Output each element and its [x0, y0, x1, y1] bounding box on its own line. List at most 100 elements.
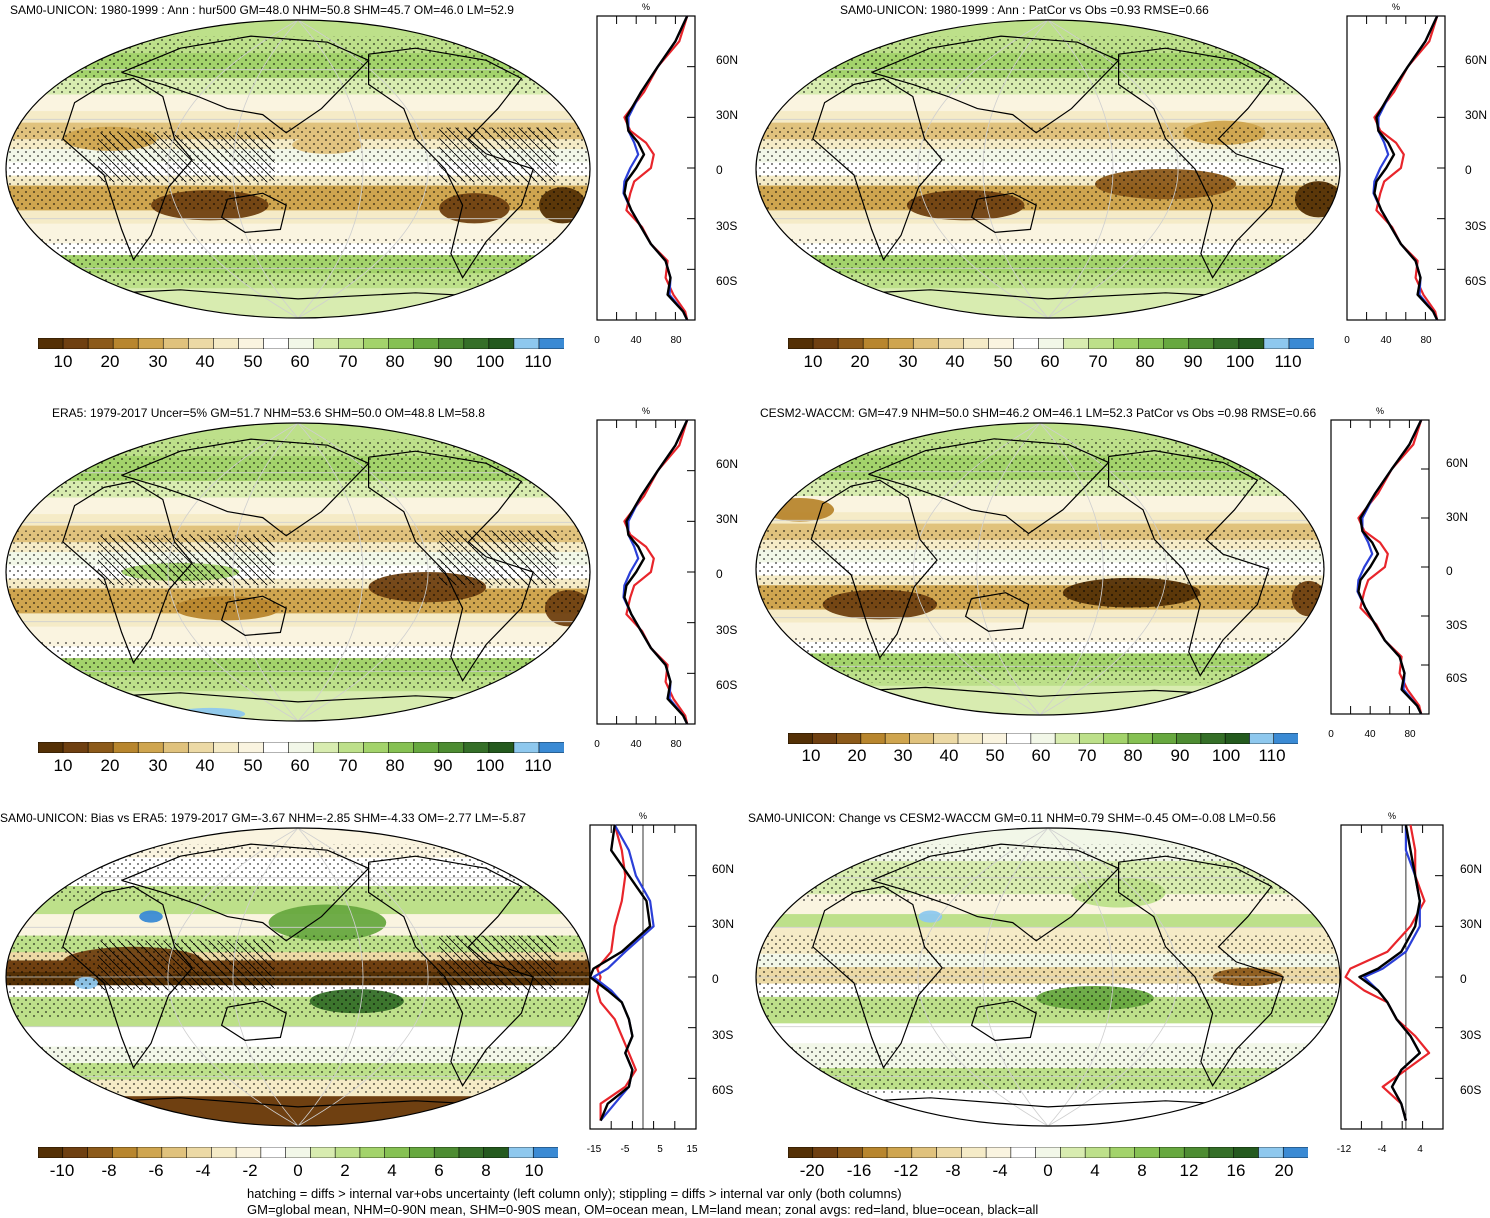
colorbar-label: 110 — [524, 756, 552, 775]
coastline — [964, 592, 1030, 632]
colorbar — [788, 733, 1298, 744]
colorbar-swatch — [936, 1147, 962, 1158]
colorbar-swatch — [985, 1147, 1012, 1158]
colorbar-label: -4 — [992, 1161, 1008, 1180]
colorbar-swatch — [886, 1147, 913, 1158]
colorbar-swatch — [1035, 1147, 1061, 1158]
colorbar-swatch — [988, 338, 1015, 349]
colorbar-label: 30 — [893, 746, 913, 765]
colorbar-label: 50 — [993, 352, 1013, 371]
colorbar-label: 20 — [1274, 1161, 1294, 1180]
colorbar-swatch — [458, 1147, 485, 1158]
lat-label-60s: 60S — [716, 678, 738, 692]
colorbar-swatch — [1258, 1147, 1284, 1158]
colorbar-swatch — [957, 733, 983, 744]
colorbar-swatch — [1188, 338, 1215, 349]
zonal-line-all — [589, 824, 652, 1122]
colorbar-swatch — [933, 733, 959, 744]
colorbar-swatch — [1030, 733, 1056, 744]
zonal-line-land — [1344, 824, 1431, 1121]
hatching — [439, 935, 557, 991]
colorbar-label: 60 — [290, 352, 310, 371]
colorbar-swatch — [438, 338, 465, 349]
colorbar-label: 8 — [1137, 1161, 1147, 1180]
colorbar-swatch — [463, 742, 490, 753]
colorbar-swatch — [887, 338, 914, 349]
lat-label-eq: 0 — [1460, 972, 1467, 986]
colorbar-swatch — [1060, 1147, 1086, 1158]
colorbar-swatch — [235, 1147, 262, 1158]
colorbar-label: 60 — [1031, 746, 1051, 765]
colorbar-swatch — [438, 742, 465, 753]
colorbar-swatch — [937, 338, 964, 349]
lat-label-60n: 60N — [716, 457, 739, 471]
meridian — [1047, 828, 1179, 1126]
colorbar-label: 40 — [939, 746, 959, 765]
coastline — [1118, 47, 1284, 279]
colorbar-swatch — [812, 1147, 839, 1158]
field-band — [6, 613, 590, 628]
colorbar-swatch — [388, 742, 415, 753]
lat-label-30n: 30N — [1460, 917, 1483, 931]
lat-label-60n: 60N — [712, 862, 735, 876]
map-plot — [5, 19, 591, 319]
lat-label-60s: 60S — [716, 274, 738, 288]
zonal-average-profile — [1346, 15, 1446, 321]
profile-xtick: 80 — [1420, 335, 1432, 346]
colorbar-swatch — [837, 338, 864, 349]
colorbar-swatch — [384, 1147, 411, 1158]
coastline — [220, 595, 287, 637]
coastline — [1108, 449, 1270, 677]
colorbar-label: 80 — [385, 756, 405, 775]
colorbar-swatch — [1233, 1147, 1260, 1158]
map-field — [756, 20, 1340, 318]
colorbar — [38, 338, 564, 349]
meridian — [1039, 423, 1104, 715]
coastline — [62, 480, 193, 664]
panel-title: SAM0-UNICON: 1980-1999 : Ann : PatCor vs… — [840, 3, 1209, 17]
colorbar-swatch — [285, 1147, 311, 1158]
map-outline — [755, 19, 1341, 319]
colorbar-label: 80 — [1123, 746, 1143, 765]
profile-xtick: 40 — [630, 335, 642, 346]
colorbar — [788, 338, 1314, 349]
zonal-average-profile — [596, 15, 696, 321]
colorbar-swatch — [413, 742, 440, 753]
colorbar-swatch — [161, 1147, 188, 1158]
zonal-line-land — [623, 419, 689, 725]
profile-xtick: 40 — [1380, 335, 1392, 346]
profile-unit-label: % — [1387, 811, 1397, 821]
colorbar-swatch — [488, 742, 515, 753]
colorbar-label: 100 — [475, 756, 505, 775]
profile-frame — [596, 419, 696, 725]
field-band — [756, 1089, 1340, 1126]
colorbar-swatch — [532, 1147, 558, 1158]
stippling — [6, 1046, 590, 1093]
meridian — [297, 20, 429, 318]
colorbar-swatch — [1109, 1147, 1136, 1158]
colorbar-swatch — [961, 1147, 987, 1158]
map-field — [6, 423, 590, 721]
colorbar-swatch — [1213, 338, 1240, 349]
zonal-line-ocean — [1363, 825, 1421, 1121]
profile-xtick: -4 — [1377, 1144, 1387, 1155]
colorbar-swatch — [186, 1147, 212, 1158]
colorbar-label: 80 — [1135, 352, 1155, 371]
colorbar-label: 100 — [1211, 746, 1241, 765]
meridian — [167, 828, 299, 1126]
lat-label-30s: 30S — [712, 1028, 734, 1042]
colorbar-label: 90 — [1183, 352, 1203, 371]
colorbar-label: -6 — [148, 1161, 164, 1180]
meridian — [982, 828, 1049, 1126]
panel-title: SAM0-UNICON: Change vs CESM2-WACCM GM=0.… — [748, 811, 1276, 825]
lat-label-eq: 0 — [1446, 564, 1453, 578]
colorbar-swatch — [1273, 733, 1298, 744]
coastline — [810, 479, 938, 660]
colorbar-swatch — [136, 1147, 163, 1158]
lat-label-30n: 30N — [1465, 108, 1488, 122]
colorbar-label: 6 — [434, 1161, 444, 1180]
lat-label-60s: 60S — [1465, 274, 1487, 288]
coastline — [1118, 855, 1284, 1087]
colorbar-swatch — [911, 1147, 938, 1158]
colorbar-swatch — [238, 338, 265, 349]
